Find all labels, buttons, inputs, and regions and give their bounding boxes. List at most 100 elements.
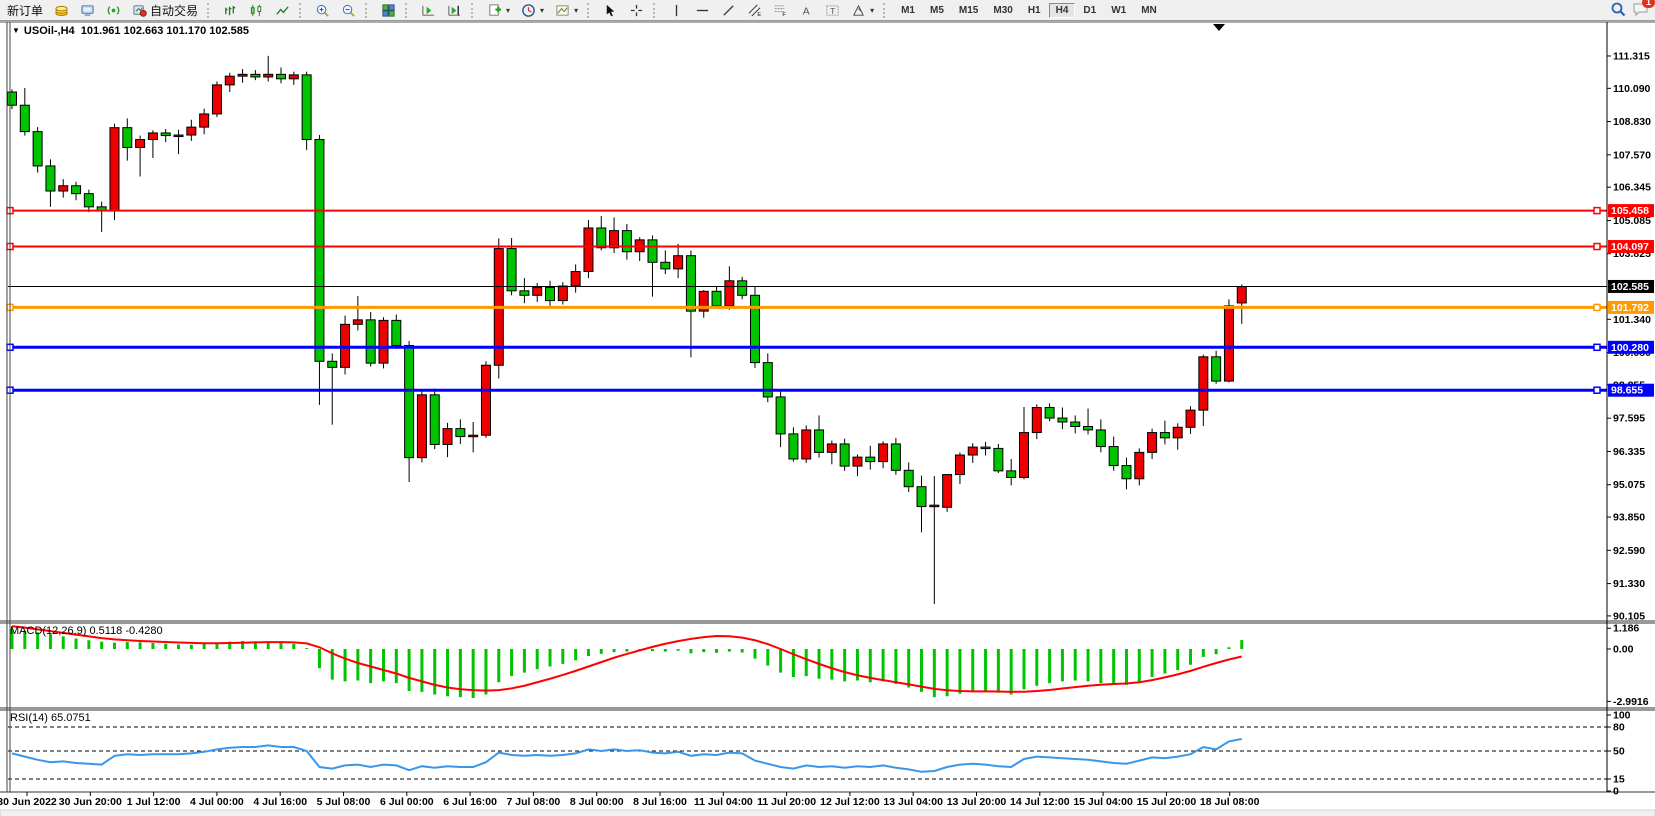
candle-down xyxy=(749,294,760,364)
line-anchor-marker xyxy=(1593,206,1601,215)
candle-down xyxy=(1057,417,1068,423)
candle-down xyxy=(980,446,991,450)
label-button[interactable]: T xyxy=(820,2,845,19)
candle-up xyxy=(967,446,978,456)
candle-down xyxy=(160,132,171,137)
tab-timeframe-m30[interactable]: M30 xyxy=(986,2,1020,18)
tab-timeframe-h4[interactable]: H4 xyxy=(1048,2,1076,18)
price-badge xyxy=(1608,300,1654,314)
zoom-in-button[interactable] xyxy=(310,2,335,19)
shapes-button[interactable]: ▾ xyxy=(846,2,879,19)
auto-trading-button[interactable]: 自动交易 xyxy=(127,2,203,19)
tab-timeframe-w1[interactable]: W1 xyxy=(1104,2,1134,18)
price-badge-label: 105.458 xyxy=(1611,205,1649,217)
candle-up xyxy=(1031,406,1042,434)
tab-timeframe-m1[interactable]: M1 xyxy=(894,2,922,18)
candle-up xyxy=(1223,305,1234,382)
tab-timeframe-m15[interactable]: M15 xyxy=(951,2,986,18)
price-badge xyxy=(1608,279,1654,293)
toolbar-separator xyxy=(471,2,478,18)
line-chart-icon xyxy=(275,3,290,18)
candle-down xyxy=(506,248,517,292)
line-chart-button[interactable] xyxy=(270,2,295,19)
candle-down xyxy=(1121,465,1132,480)
channel-button[interactable]: E xyxy=(742,2,767,19)
coins-button[interactable] xyxy=(49,2,74,19)
candle-down xyxy=(301,74,312,141)
label-icon: T xyxy=(825,3,840,18)
candle-up xyxy=(673,255,684,270)
candle-down xyxy=(32,131,43,167)
macd-scale-label: 1.186 xyxy=(1613,623,1639,635)
periods-button[interactable]: ▾ xyxy=(516,2,549,19)
time-axis-label: 11 Jul 04:00 xyxy=(694,796,753,808)
candle-up xyxy=(442,428,453,445)
time-axis-label: 14 Jul 12:00 xyxy=(1010,796,1070,808)
tab-timeframe-h1[interactable]: H1 xyxy=(1020,2,1048,18)
terminal-button[interactable] xyxy=(75,2,100,19)
candle-up xyxy=(826,443,837,453)
zoom-out-button[interactable] xyxy=(336,2,361,19)
fibonacci-icon: F xyxy=(773,3,788,18)
text-button[interactable]: A xyxy=(794,2,819,19)
chart-shift-icon xyxy=(447,3,462,18)
hline-button[interactable] xyxy=(690,2,715,19)
rsi-scale-label: 80 xyxy=(1613,722,1625,734)
candle-up xyxy=(1198,356,1209,411)
price-badge-label: 101.792 xyxy=(1611,302,1649,314)
candle-up xyxy=(58,185,69,192)
bar-chart-button[interactable] xyxy=(218,2,243,19)
notifications-button[interactable]: 1 xyxy=(1632,0,1655,20)
candle-down xyxy=(916,486,927,507)
svg-text:A: A xyxy=(803,6,810,17)
collapse-triangle-icon[interactable]: ▼ xyxy=(12,26,20,35)
candle-up xyxy=(378,319,389,364)
line-anchor-marker xyxy=(1593,303,1601,312)
macd-signal-line xyxy=(11,625,1242,693)
toolbar: 新订单 自动交易 ▾ ▾ ▾ E F A T ▾ M1 M5 M15 M30 H… xyxy=(0,0,1655,21)
candle-down xyxy=(250,73,261,78)
toolbar-separator xyxy=(299,2,306,18)
candle-down xyxy=(1108,446,1119,467)
candle-up xyxy=(1147,432,1158,453)
price-tick-label: 97.595 xyxy=(1613,413,1645,425)
candle-up xyxy=(929,504,940,508)
candle-down xyxy=(621,230,632,253)
candle-up xyxy=(801,429,812,460)
indicators-button[interactable]: ▾ xyxy=(482,2,515,19)
tile-windows-button[interactable] xyxy=(376,2,401,19)
time-axis-label: 6 Jul 00:00 xyxy=(380,796,434,808)
chart-canvas[interactable]: 111.315 110.090 108.830 107.570 106.345 105.0… xyxy=(0,21,1655,816)
candle-down xyxy=(45,165,56,192)
signals-button[interactable] xyxy=(101,2,126,19)
templates-button[interactable]: ▾ xyxy=(550,2,583,19)
search-icon[interactable] xyxy=(1610,1,1626,20)
line-anchor-marker xyxy=(1593,386,1601,394)
price-badge-label: 98.655 xyxy=(1611,385,1643,397)
symbol-name: USOil-,H4 xyxy=(23,25,75,37)
candle-down xyxy=(404,344,415,459)
fibonacci-button[interactable]: F xyxy=(768,2,793,19)
price-tick-label: 106.345 xyxy=(1613,182,1651,194)
toolbar-separator xyxy=(405,2,412,18)
auto-scroll-button[interactable] xyxy=(416,2,441,19)
new-order-button[interactable]: 新订单 xyxy=(2,2,48,19)
crosshair-button[interactable] xyxy=(624,2,649,19)
cursor-button[interactable] xyxy=(598,2,623,19)
vline-button[interactable] xyxy=(664,2,689,19)
rsi-scale-label: 15 xyxy=(1613,774,1625,786)
candle-up xyxy=(224,75,235,86)
candle-up xyxy=(570,271,581,287)
candle-down xyxy=(327,360,338,368)
candle-down xyxy=(1044,406,1055,419)
trendline-button[interactable] xyxy=(716,2,741,19)
time-axis-label: 18 Jul 08:00 xyxy=(1200,796,1260,808)
chart-shift-button[interactable] xyxy=(442,2,467,19)
tab-timeframe-m5[interactable]: M5 xyxy=(923,2,951,18)
candle-up xyxy=(954,454,965,476)
tab-timeframe-d1[interactable]: D1 xyxy=(1076,2,1104,18)
symbol-ohlc-line[interactable]: ▼ USOil-,H4 101.961 102.663 101.170 102.5… xyxy=(12,25,249,37)
candle-down xyxy=(993,447,1004,472)
candle-chart-button[interactable] xyxy=(244,2,269,19)
tab-timeframe-mn[interactable]: MN xyxy=(1134,2,1164,18)
